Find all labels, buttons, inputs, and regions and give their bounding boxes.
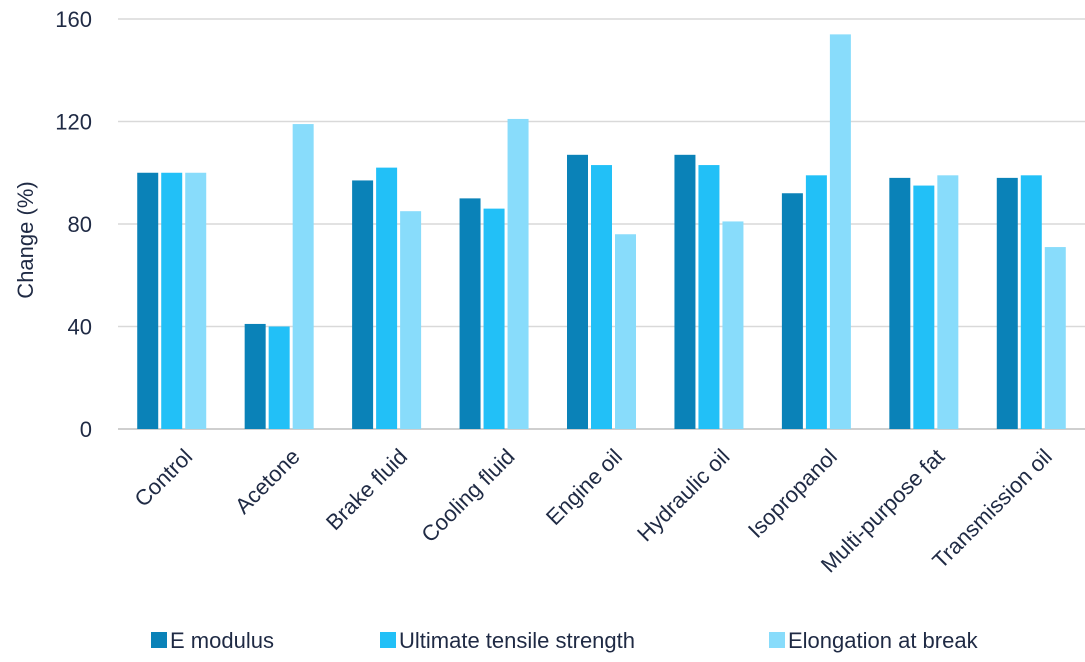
x-tick-label: Acetone	[230, 444, 305, 519]
bar-e-modulus-control	[137, 172, 159, 429]
legend-label: E modulus	[170, 628, 274, 653]
bar-e-modulus-transmission-oil	[996, 177, 1018, 429]
bar-ultimate-tensile-strength-engine-oil	[591, 165, 612, 429]
bar-elongation-at-break-hydraulic-oil	[722, 221, 744, 429]
y-tick-labels: 0 40 80 120 160	[55, 7, 92, 442]
bar-e-modulus-multi-purpose-fat	[889, 177, 911, 429]
bar-ultimate-tensile-strength-hydraulic-oil	[698, 165, 720, 429]
y-tick-label: 120	[55, 110, 92, 135]
x-tick-label: Cooling fluid	[416, 444, 519, 547]
bar-ultimate-tensile-strength-multi-purpose-fat	[913, 185, 935, 429]
legend-label: Elongation at break	[788, 628, 979, 653]
bar-elongation-at-break-multi-purpose-fat	[937, 175, 959, 429]
legend-swatch	[380, 632, 396, 648]
bar-elongation-at-break-cooling-fluid	[507, 118, 529, 429]
x-tick-label: Engine oil	[541, 444, 627, 530]
bar-elongation-at-break-isopropanol	[829, 34, 851, 429]
bar-e-modulus-cooling-fluid	[459, 198, 481, 429]
legend-swatch	[151, 632, 167, 648]
bar-ultimate-tensile-strength-isopropanol	[805, 175, 827, 429]
bar-ultimate-tensile-strength-control	[161, 172, 183, 429]
y-tick-label: 80	[68, 212, 92, 237]
bar-e-modulus-hydraulic-oil	[674, 154, 696, 429]
bar-elongation-at-break-brake-fluid	[400, 211, 422, 429]
bar-ultimate-tensile-strength-cooling-fluid	[483, 208, 505, 429]
x-tick-label: Isopropanol	[743, 444, 842, 543]
bar-elongation-at-break-transmission-oil	[1044, 247, 1066, 429]
bar-e-modulus-acetone	[244, 323, 266, 429]
x-tick-labels: Control Acetone Brake fluid Cooling fluid En…	[129, 444, 1056, 578]
bar-e-modulus-isopropanol	[781, 193, 803, 429]
bar-elongation-at-break-acetone	[292, 124, 314, 429]
bar-e-modulus-brake-fluid	[352, 180, 374, 429]
y-tick-label: 160	[55, 7, 92, 32]
bars	[137, 34, 1066, 429]
x-tick-label: Brake fluid	[321, 444, 412, 535]
x-tick-label: Hydraulic oil	[632, 444, 734, 546]
y-tick-label: 40	[68, 315, 92, 340]
bar-elongation-at-break-control	[185, 172, 207, 429]
legend-swatch	[769, 632, 785, 648]
bar-e-modulus-engine-oil	[567, 154, 588, 429]
bar-elongation-at-break-engine-oil	[615, 234, 636, 429]
y-tick-label: 0	[80, 417, 92, 442]
legend: E modulus Ultimate tensile strength Elonga…	[151, 628, 979, 653]
x-tick-label: Control	[129, 444, 197, 512]
bar-ultimate-tensile-strength-acetone	[268, 326, 290, 429]
bar-ultimate-tensile-strength-transmission-oil	[1020, 175, 1042, 429]
bar-ultimate-tensile-strength-brake-fluid	[376, 167, 398, 429]
legend-label: Ultimate tensile strength	[399, 628, 635, 653]
y-axis-title: Change (%)	[13, 181, 38, 298]
